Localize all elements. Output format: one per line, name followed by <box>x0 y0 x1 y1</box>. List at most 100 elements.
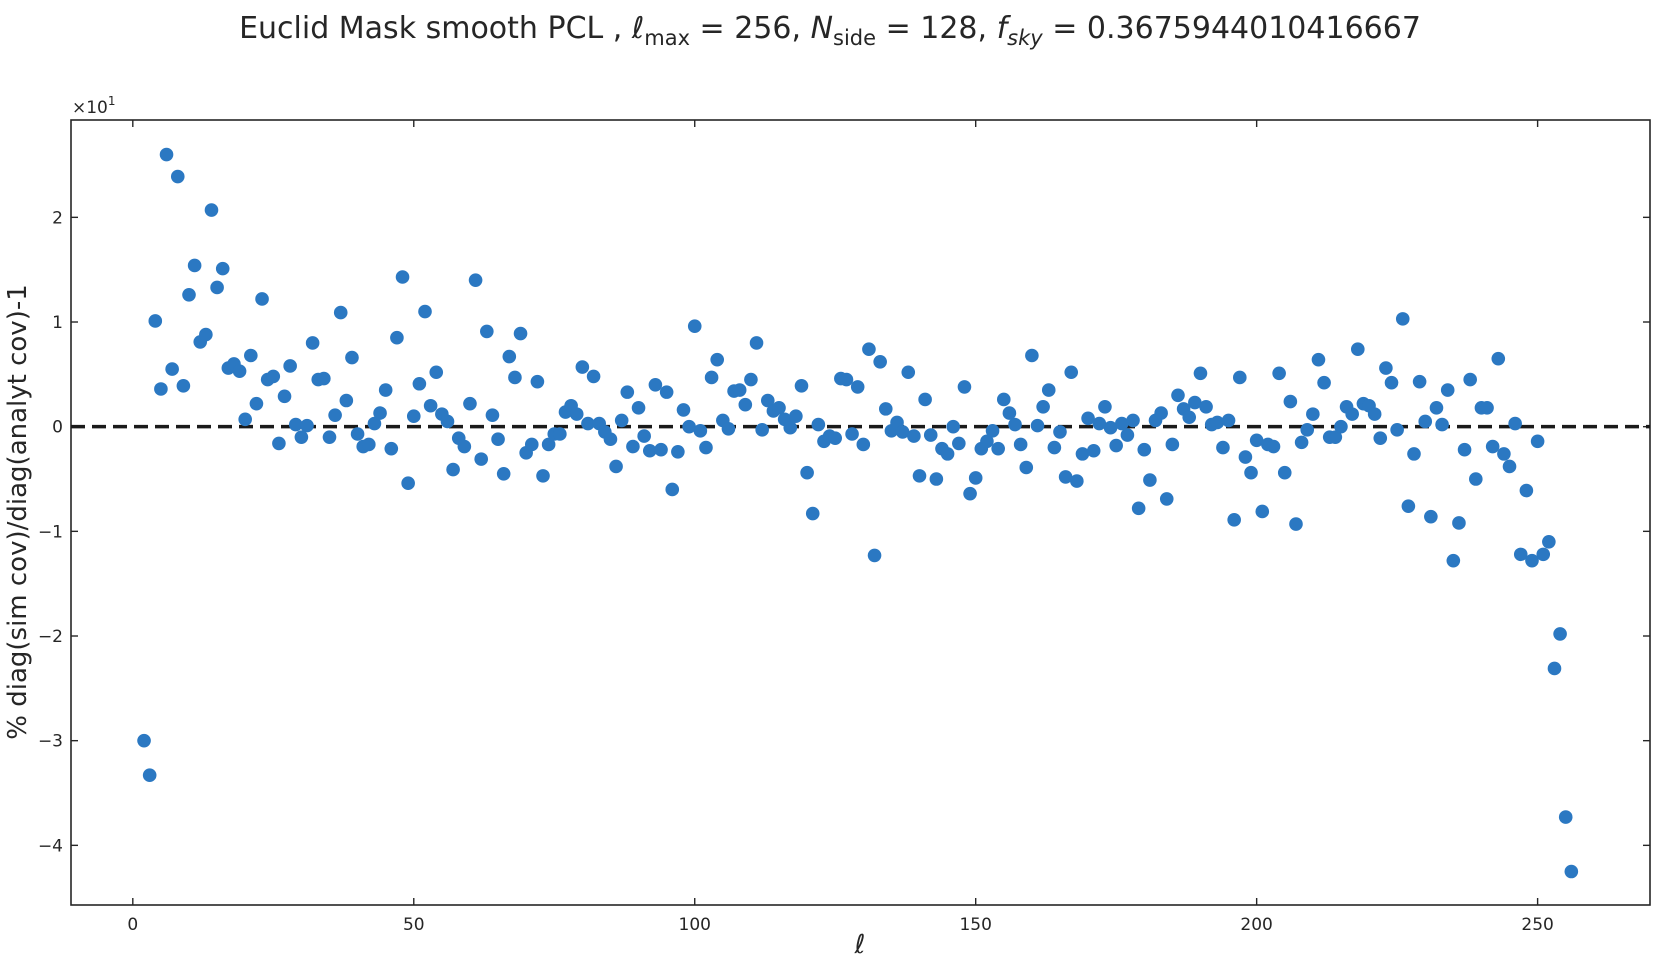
data-point <box>277 389 292 404</box>
data-point <box>502 349 517 364</box>
data-point <box>524 437 539 452</box>
data-point <box>1086 443 1101 458</box>
data-point <box>1238 450 1253 464</box>
data-point <box>862 342 876 357</box>
data-point <box>1351 342 1365 357</box>
data-point <box>1002 406 1017 420</box>
data-point <box>187 258 202 273</box>
data-point <box>609 459 623 474</box>
data-point <box>1227 513 1241 527</box>
data-point <box>665 482 680 497</box>
data-point <box>828 431 843 445</box>
data-point <box>536 469 550 483</box>
data-point <box>350 427 365 441</box>
data-point <box>1277 465 1292 480</box>
data-point <box>266 369 281 384</box>
data-point <box>760 393 775 408</box>
data-point <box>215 261 230 276</box>
data-point <box>283 359 297 373</box>
data-point <box>165 362 179 376</box>
data-point <box>1457 442 1472 457</box>
data-point <box>794 379 809 393</box>
data-point <box>1131 501 1146 516</box>
data-point <box>738 397 753 412</box>
data-point <box>586 369 601 384</box>
plot-frame <box>70 119 1651 906</box>
data-point <box>384 441 399 456</box>
data-point <box>1008 417 1022 432</box>
data-point <box>255 292 269 306</box>
data-point <box>968 471 983 485</box>
data-point <box>603 432 618 447</box>
data-point <box>1188 395 1202 410</box>
data-point <box>626 439 640 454</box>
data-point <box>732 383 747 397</box>
data-point <box>654 442 668 457</box>
data-point <box>322 430 337 444</box>
data-point <box>176 379 191 393</box>
data-point <box>1114 416 1129 431</box>
data-point <box>1171 388 1185 403</box>
data-point <box>1395 312 1410 326</box>
data-point <box>541 437 556 452</box>
data-point <box>362 437 376 452</box>
data-point <box>642 443 657 458</box>
data-point <box>1542 535 1556 549</box>
data-point <box>1041 383 1056 397</box>
data-point <box>648 378 663 392</box>
data-point <box>485 408 500 422</box>
data-point <box>620 385 635 399</box>
data-point <box>1137 442 1152 457</box>
data-point <box>1401 499 1416 514</box>
data-point <box>1480 401 1494 415</box>
data-point <box>676 403 691 417</box>
data-point <box>244 348 258 363</box>
data-point <box>1081 411 1095 426</box>
data-point <box>423 398 438 413</box>
data-point <box>1373 431 1388 445</box>
data-point <box>1216 440 1230 455</box>
data-point <box>1266 439 1281 454</box>
data-point <box>1143 473 1157 487</box>
x-tick-label: 0 <box>127 915 138 935</box>
chart-title: Euclid Mask smooth PCL , ℓmax = 256, Nsi… <box>239 11 1421 50</box>
data-point <box>390 330 404 345</box>
x-axis-ticks: 0 50 100 150 200 250 <box>127 120 1554 935</box>
y-axis-label: % diag(sim cov)/diag(analyt cov)-1 <box>3 284 33 740</box>
data-point <box>1553 627 1567 641</box>
data-point <box>238 412 252 427</box>
data-point <box>1098 399 1112 414</box>
data-point <box>204 203 219 217</box>
data-point <box>1075 447 1090 461</box>
x-tick-label: 50 <box>403 915 425 935</box>
data-point <box>1109 438 1123 453</box>
data-point <box>317 371 331 386</box>
data-point <box>1317 375 1331 390</box>
data-point <box>1025 348 1039 363</box>
data-point <box>1064 365 1079 380</box>
data-point <box>232 364 247 379</box>
data-point <box>800 465 814 480</box>
y-tick-label: 0 <box>52 418 63 438</box>
y-tick-label: −3 <box>38 732 63 752</box>
data-point <box>272 436 286 451</box>
data-point <box>1232 370 1247 385</box>
data-point <box>406 409 421 424</box>
data-point <box>429 365 444 380</box>
data-point <box>575 360 590 374</box>
data-point <box>1210 415 1225 430</box>
data-point <box>1300 423 1315 437</box>
data-point <box>1547 661 1562 676</box>
data-point <box>412 376 427 391</box>
data-point <box>901 365 916 380</box>
data-point <box>553 427 567 441</box>
data-point <box>1345 407 1359 421</box>
data-point <box>1446 553 1461 568</box>
y-axis-ticks: −4 −3 −2 −1 0 1 2 <box>38 208 1650 856</box>
data-point <box>940 447 955 461</box>
data-point <box>907 429 921 443</box>
x-tick-label: 200 <box>1240 915 1272 935</box>
data-point <box>1165 437 1180 452</box>
data-points <box>137 147 1579 879</box>
